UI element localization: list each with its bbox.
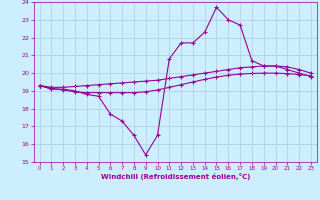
X-axis label: Windchill (Refroidissement éolien,°C): Windchill (Refroidissement éolien,°C) xyxy=(100,173,250,180)
